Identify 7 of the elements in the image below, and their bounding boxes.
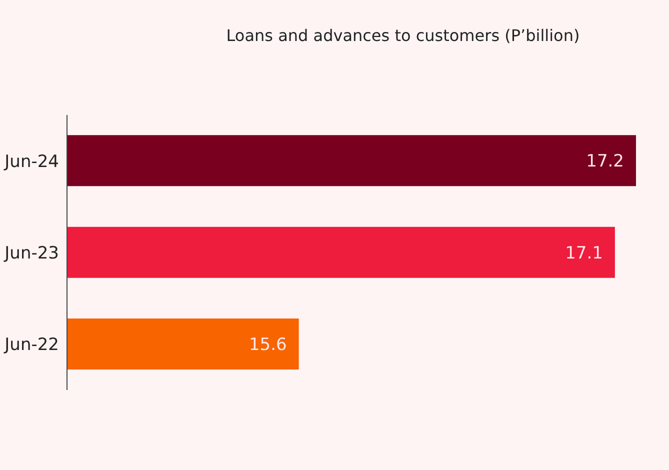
chart-title: Loans and advances to customers (P’billion) <box>225 26 581 45</box>
data-label: 17.2 <box>586 152 624 172</box>
y-tick-label: Jun-23 <box>4 244 59 264</box>
y-tick-label: Jun-24 <box>4 152 59 172</box>
data-label: 17.1 <box>565 243 603 264</box>
y-tick-label: Jun-22 <box>4 335 59 356</box>
data-label: 15.6 <box>248 335 287 356</box>
